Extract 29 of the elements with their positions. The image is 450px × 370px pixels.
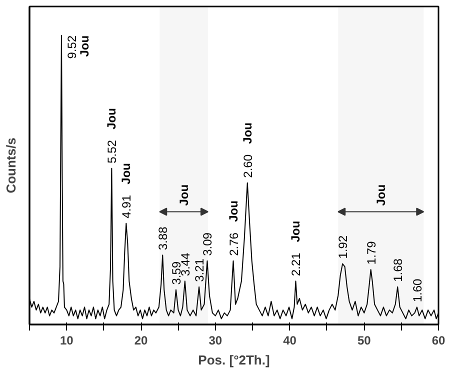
x-tick-label: 10: [60, 334, 74, 348]
annotation: 4.91: [120, 194, 134, 218]
annotation: Jou: [226, 200, 240, 222]
band-label: Jou: [374, 184, 388, 206]
x-tick-label: 30: [208, 334, 222, 348]
annotation: Jou: [119, 162, 134, 184]
annotation: 2.60: [240, 154, 255, 178]
annotation: Jou: [104, 108, 119, 130]
annotation: 2.21: [289, 252, 304, 276]
annotation: 1.79: [364, 240, 378, 265]
y-axis-title: Counts/s: [4, 138, 18, 194]
annotation: 1.68: [391, 258, 406, 282]
annotation: 9.52: [64, 35, 79, 59]
annotation: 5.52: [105, 140, 120, 164]
x-tick-label: 20: [134, 334, 148, 348]
x-tick-label: 60: [432, 334, 446, 348]
annotation: Jou: [240, 122, 254, 144]
x-tick-label: 40: [283, 334, 297, 348]
band-label: Jou: [176, 184, 191, 206]
annotation: 2.76: [226, 232, 241, 256]
annotation: 3.09: [200, 232, 215, 256]
x-tick-label: 50: [357, 334, 372, 348]
x-axis-title: Pos. [°2Th.]: [198, 352, 270, 368]
annotation: 1.60: [410, 278, 424, 302]
annotation: 3.21: [192, 258, 207, 282]
annotation: Jou: [77, 35, 92, 57]
annotation: 1.92: [336, 235, 350, 259]
annotation: Jou: [288, 220, 303, 242]
annotation: 3.88: [156, 226, 170, 250]
